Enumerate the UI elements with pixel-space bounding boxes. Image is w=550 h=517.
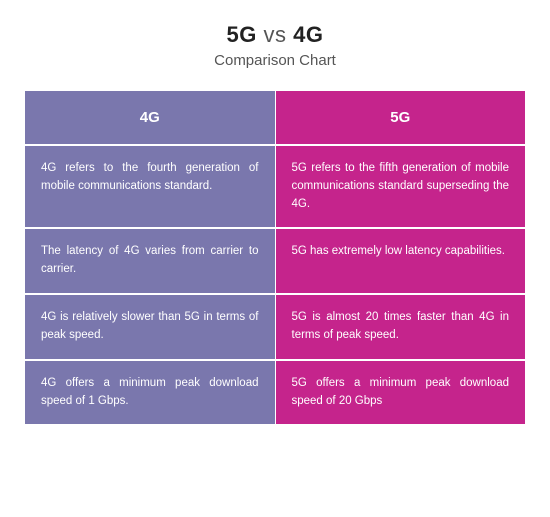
chart-title: 5G vs 4G	[0, 22, 550, 48]
title-left: 5G	[227, 22, 257, 47]
watermark-logo: DB	[419, 470, 449, 489]
watermark-line2: Between.net	[453, 481, 523, 495]
title-vs: vs	[264, 22, 287, 47]
cell-left: 4G is relatively slower than 5G in terms…	[25, 294, 275, 360]
cell-left: The latency of 4G varies from carrier to…	[25, 228, 275, 294]
table-header-row: 4G 5G	[25, 91, 525, 145]
cell-right: 5G refers to the fifth generation of mob…	[275, 145, 525, 228]
column-header-right: 5G	[275, 91, 525, 145]
watermark-line1: Difference	[453, 463, 514, 477]
table-row: The latency of 4G varies from carrier to…	[25, 228, 525, 294]
chart-header: 5G vs 4G Comparison Chart	[0, 0, 550, 83]
cell-right: 5G is almost 20 times faster than 4G in …	[275, 294, 525, 360]
table-row: 4G offers a minimum peak download speed …	[25, 360, 525, 425]
chart-subtitle: Comparison Chart	[0, 52, 550, 69]
watermark: DB Difference Between.net	[419, 461, 522, 497]
cell-right: 5G has extremely low latency capabilitie…	[275, 228, 525, 294]
cell-left: 4G refers to the fourth generation of mo…	[25, 145, 275, 228]
cell-right: 5G offers a minimum peak download speed …	[275, 360, 525, 425]
cell-left: 4G offers a minimum peak download speed …	[25, 360, 275, 425]
table-row: 4G refers to the fourth generation of mo…	[25, 145, 525, 228]
column-header-left: 4G	[25, 91, 275, 145]
comparison-table: 4G 5G 4G refers to the fourth generation…	[25, 91, 525, 424]
table-row: 4G is relatively slower than 5G in terms…	[25, 294, 525, 360]
title-right: 4G	[293, 22, 323, 47]
watermark-text: Difference Between.net	[453, 461, 523, 497]
